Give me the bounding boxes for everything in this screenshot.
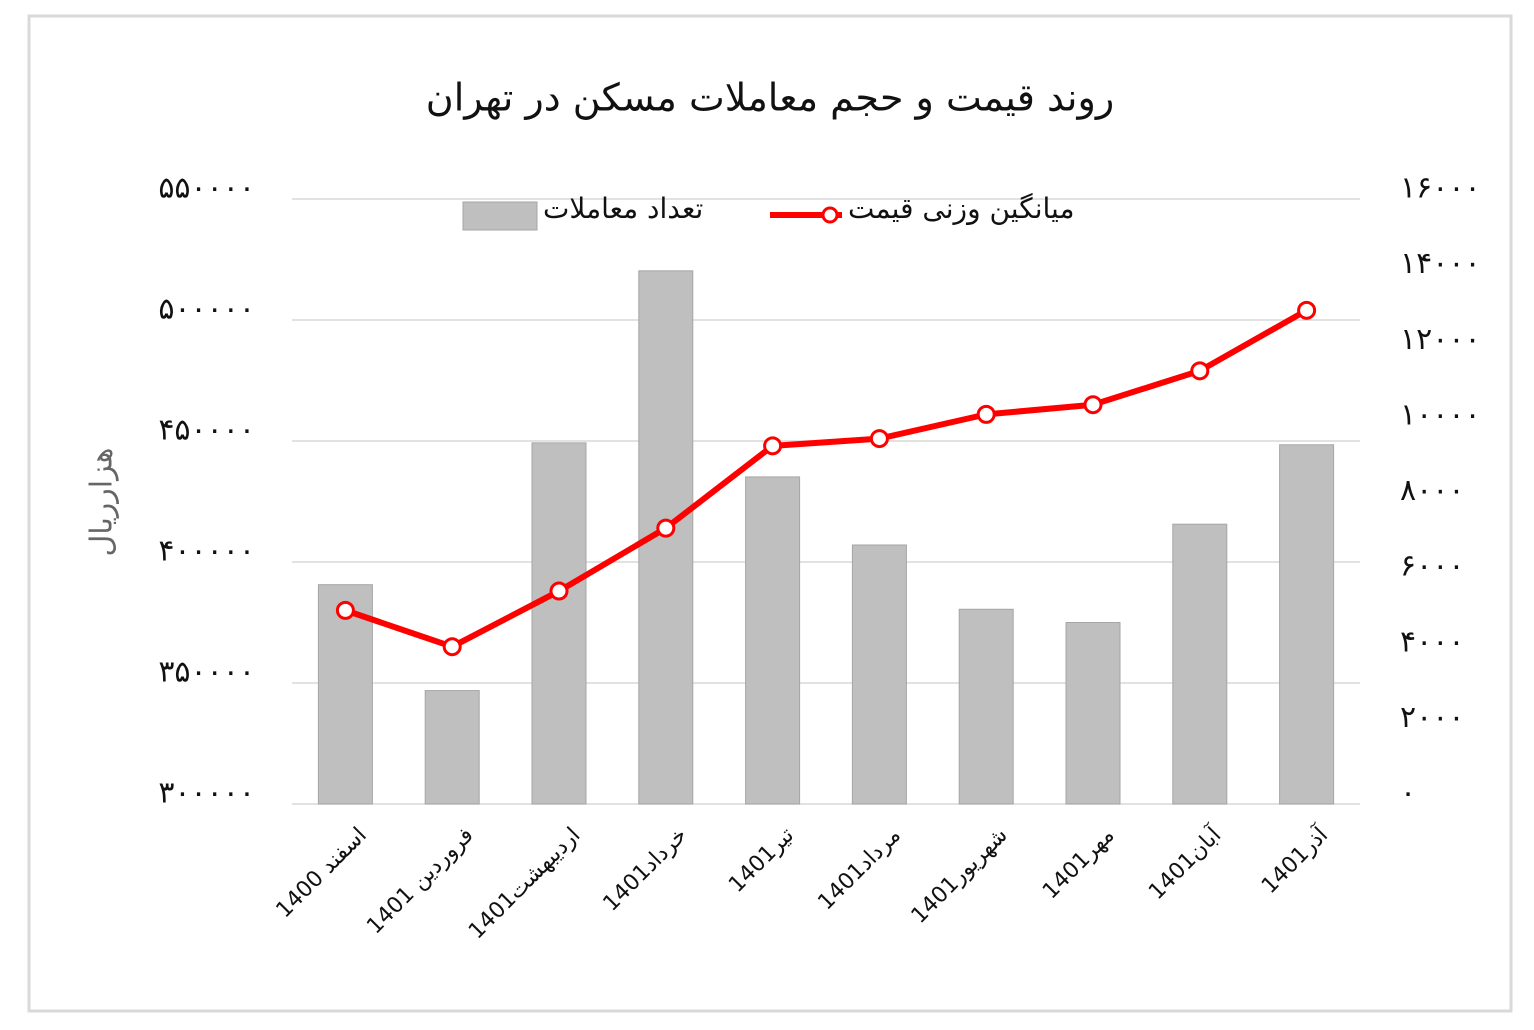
line-marker: [1190, 361, 1210, 381]
y-tick-label: ۳۰۰۰۰۰: [158, 776, 255, 811]
bar: [317, 584, 373, 805]
line-marker: [1297, 300, 1317, 320]
line-marker: [549, 581, 569, 601]
bar: [531, 442, 587, 805]
legend-marker: [821, 206, 839, 224]
y2-tick-label: ۱۶۰۰۰: [1400, 171, 1481, 206]
line-marker: [656, 518, 676, 538]
y-tick-label: ۵۵۰۰۰۰: [158, 171, 255, 206]
line-marker: [763, 436, 783, 456]
bar: [1172, 523, 1228, 805]
bar: [745, 476, 801, 805]
legend-label: میانگین وزنی قیمت: [848, 192, 1075, 225]
bar: [1065, 622, 1121, 805]
y2-tick-label: ۱۰۰۰۰: [1400, 397, 1481, 432]
y-tick-label: ۴۰۰۰۰۰: [158, 534, 255, 569]
chart-title: روند قیمت و حجم معاملات مسکن در تهران: [426, 76, 1114, 121]
y2-tick-label: ۰: [1400, 776, 1416, 811]
bar: [1279, 444, 1335, 805]
line-marker: [869, 429, 889, 449]
bar: [851, 544, 907, 805]
y2-tick-label: ۴۰۰۰: [1400, 624, 1464, 659]
y-tick-label: ۳۵۰۰۰۰: [158, 655, 255, 690]
line-marker: [1083, 395, 1103, 415]
y-tick-label: ۵۰۰۰۰۰: [158, 292, 255, 327]
line: [344, 307, 1309, 650]
line-marker: [335, 600, 355, 620]
legend-swatch: [462, 201, 538, 231]
y2-tick-label: ۸۰۰۰: [1400, 473, 1464, 508]
legend-label: تعداد معاملات: [543, 192, 703, 225]
y-tick-label: ۴۵۰۰۰۰: [158, 413, 255, 448]
y2-tick-label: ۱۴۰۰۰: [1400, 246, 1481, 281]
y2-tick-label: ۶۰۰۰: [1400, 549, 1464, 584]
y2-tick-label: ۱۲۰۰۰: [1400, 322, 1481, 357]
bar: [424, 690, 480, 805]
y2-tick-label: ۲۰۰۰: [1400, 700, 1464, 735]
bar: [958, 608, 1014, 805]
line-marker: [976, 404, 996, 424]
line-marker: [442, 637, 462, 657]
y-axis-label: هزارریال: [85, 448, 120, 557]
